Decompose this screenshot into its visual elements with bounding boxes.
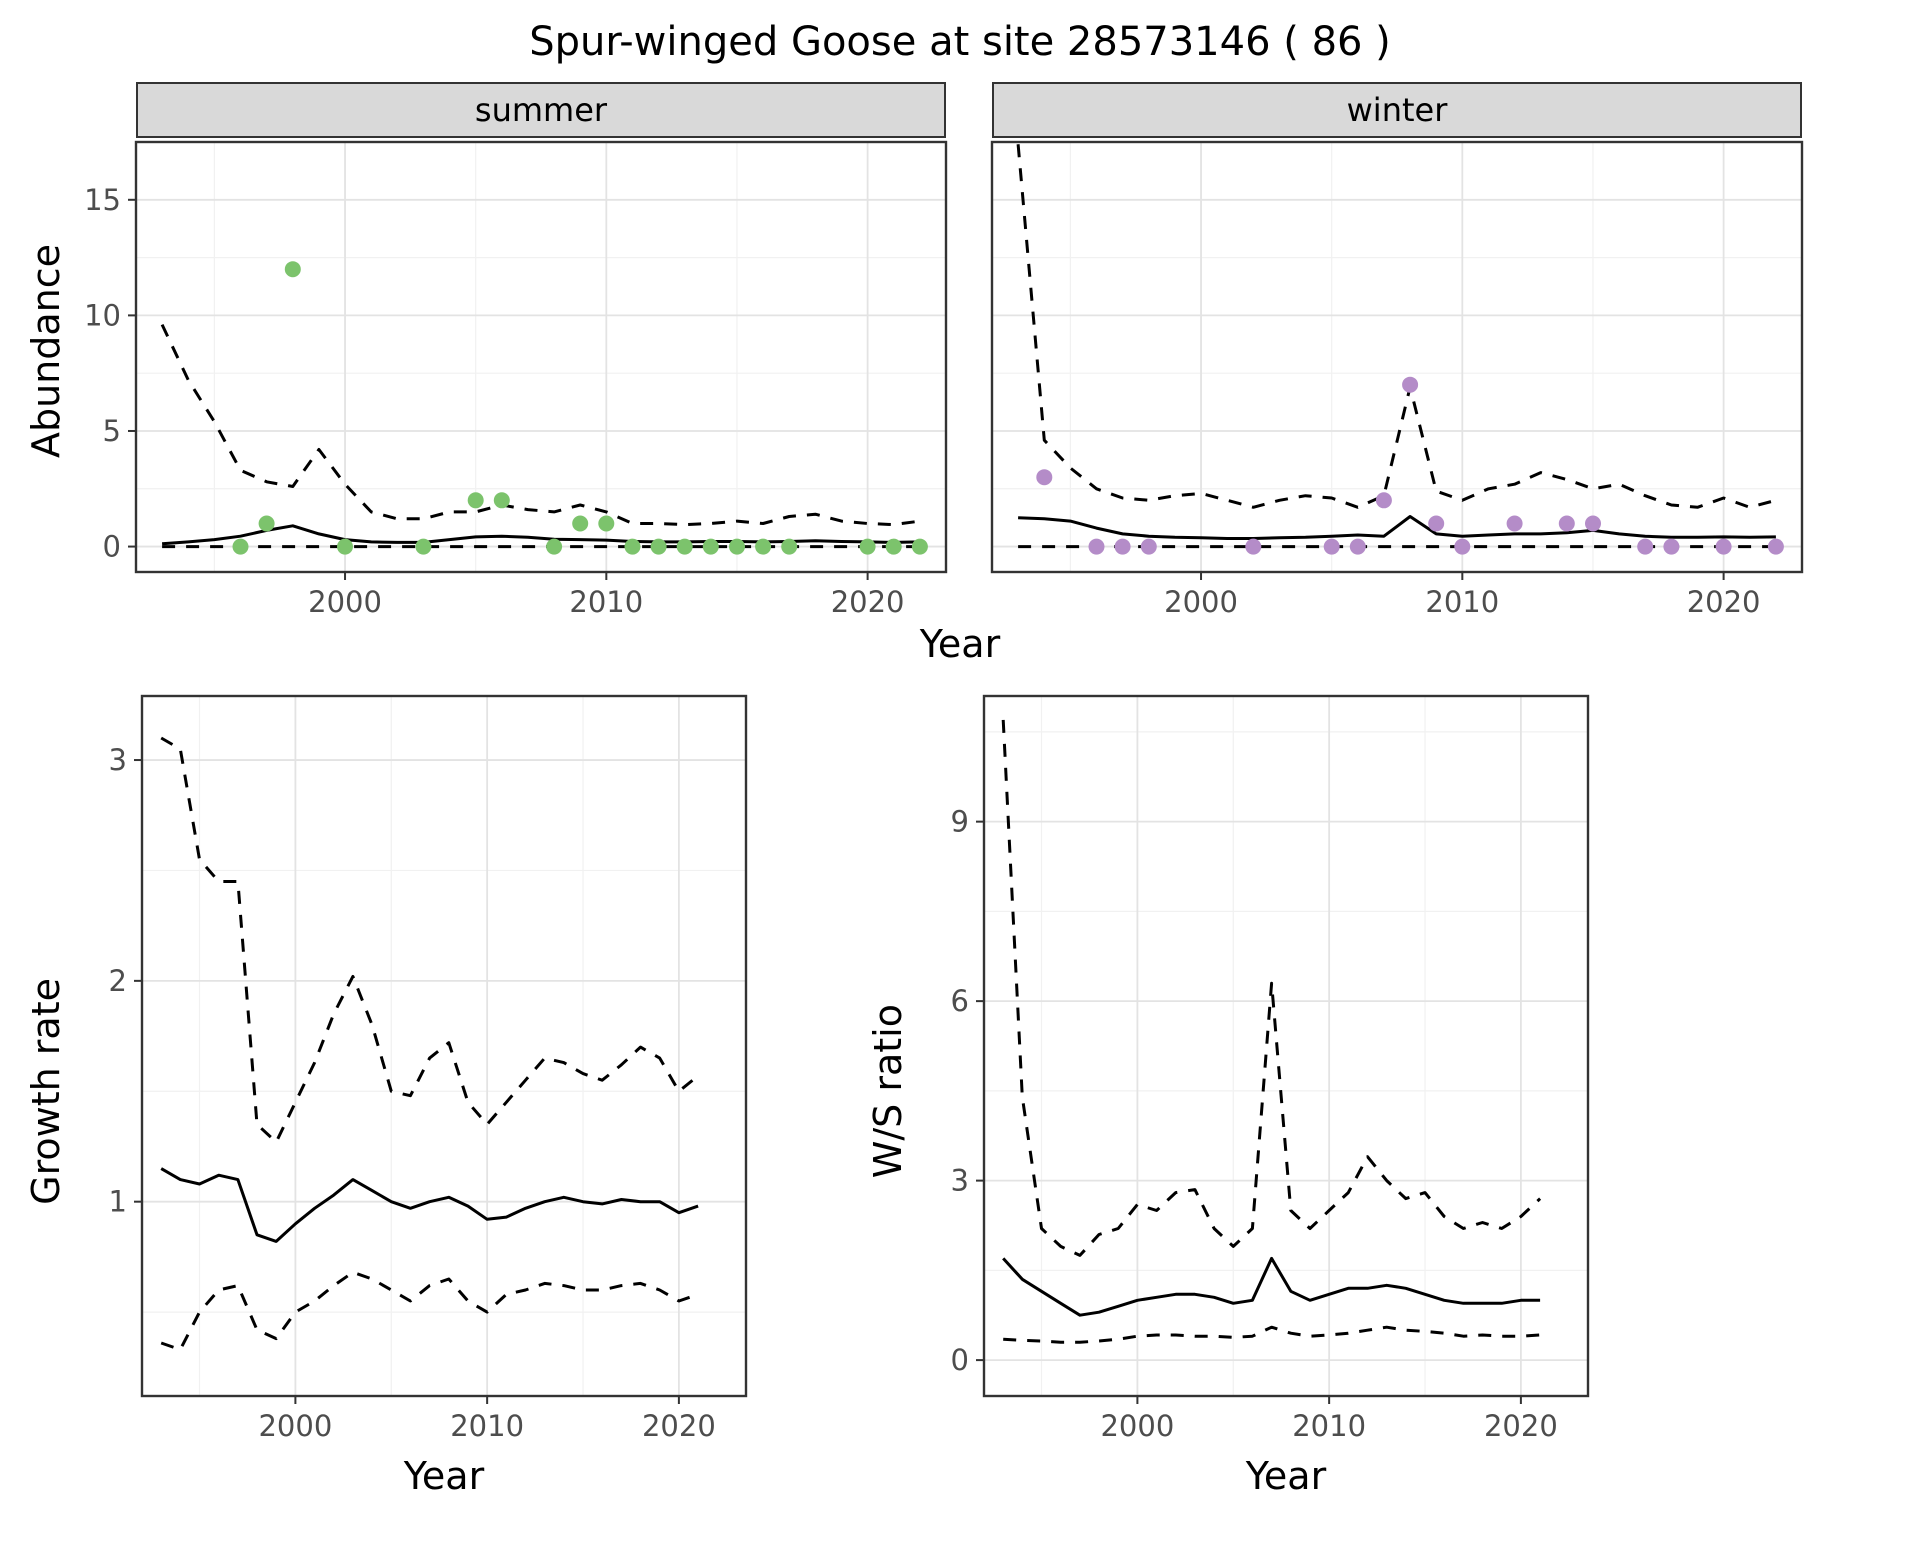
svg-text:2010: 2010 [1292, 1409, 1366, 1443]
svg-text:2020: 2020 [1484, 1409, 1558, 1443]
svg-text:2010: 2010 [1425, 585, 1499, 619]
ws-ratio-x-axis-label: Year [1245, 1454, 1327, 1498]
facet-strip-summer: summer [136, 82, 946, 138]
svg-text:0: 0 [951, 1343, 969, 1377]
svg-text:2: 2 [109, 964, 127, 998]
abundance-row: Abundance summer 2000 2010 2020 0 5 10 15 wint… [20, 82, 1900, 620]
svg-text:2010: 2010 [569, 585, 643, 619]
abundance-x-axis-label: Year [919, 622, 1001, 666]
svg-text:6: 6 [951, 984, 969, 1018]
svg-text:3: 3 [951, 1164, 969, 1198]
abundance-winter-chart: 2000 2010 2020 [982, 138, 1854, 620]
svg-text:3: 3 [109, 743, 127, 777]
svg-text:2000: 2000 [308, 585, 382, 619]
svg-text:15: 15 [84, 183, 121, 217]
growth-rate-x-axis-label: Year [403, 1454, 485, 1498]
growth-rate-y-axis-label: Growth rate [24, 977, 68, 1205]
svg-text:2000: 2000 [258, 1409, 332, 1443]
facet-winter: winter 2000 2010 2020 [982, 82, 1854, 620]
svg-text:2020: 2020 [831, 585, 905, 619]
abundance-summer-chart: 2000 2010 2020 0 5 10 15 [72, 138, 956, 620]
ws-ratio-chart: 2000 2010 2020 0 3 6 9 [914, 684, 1614, 1454]
svg-text:10: 10 [84, 298, 121, 332]
ws-ratio-y-axis-label: W/S ratio [866, 1003, 910, 1179]
facet-summer: summer 2000 2010 2020 0 5 10 15 [72, 82, 956, 620]
svg-text:2000: 2000 [1164, 585, 1238, 619]
growth-rate-panel: Growth rate 2000 2010 2020 1 2 3 Year [20, 684, 772, 1498]
svg-text:2000: 2000 [1100, 1409, 1174, 1443]
svg-text:2010: 2010 [450, 1409, 524, 1443]
facet-strip-winter-label: winter [1346, 91, 1448, 129]
figure-title: Spur-winged Goose at site 28573146 ( 86 … [529, 19, 1391, 65]
svg-text:9: 9 [951, 805, 969, 839]
facet-strip-summer-label: summer [474, 91, 608, 129]
svg-text:5: 5 [103, 414, 121, 448]
growth-rate-chart: 2000 2010 2020 1 2 3 [72, 684, 772, 1454]
svg-text:0: 0 [103, 530, 121, 564]
svg-text:2020: 2020 [642, 1409, 716, 1443]
ws-ratio-panel: W/S ratio 2000 2010 2020 0 3 6 9 Year [862, 684, 1614, 1498]
svg-text:2020: 2020 [1687, 585, 1761, 619]
derived-metrics-row: Growth rate 2000 2010 2020 1 2 3 Year W/S rat… [20, 684, 1900, 1498]
svg-text:1: 1 [109, 1185, 127, 1219]
abundance-y-axis-label: Abundance [24, 243, 68, 459]
facet-strip-winter: winter [992, 82, 1802, 138]
